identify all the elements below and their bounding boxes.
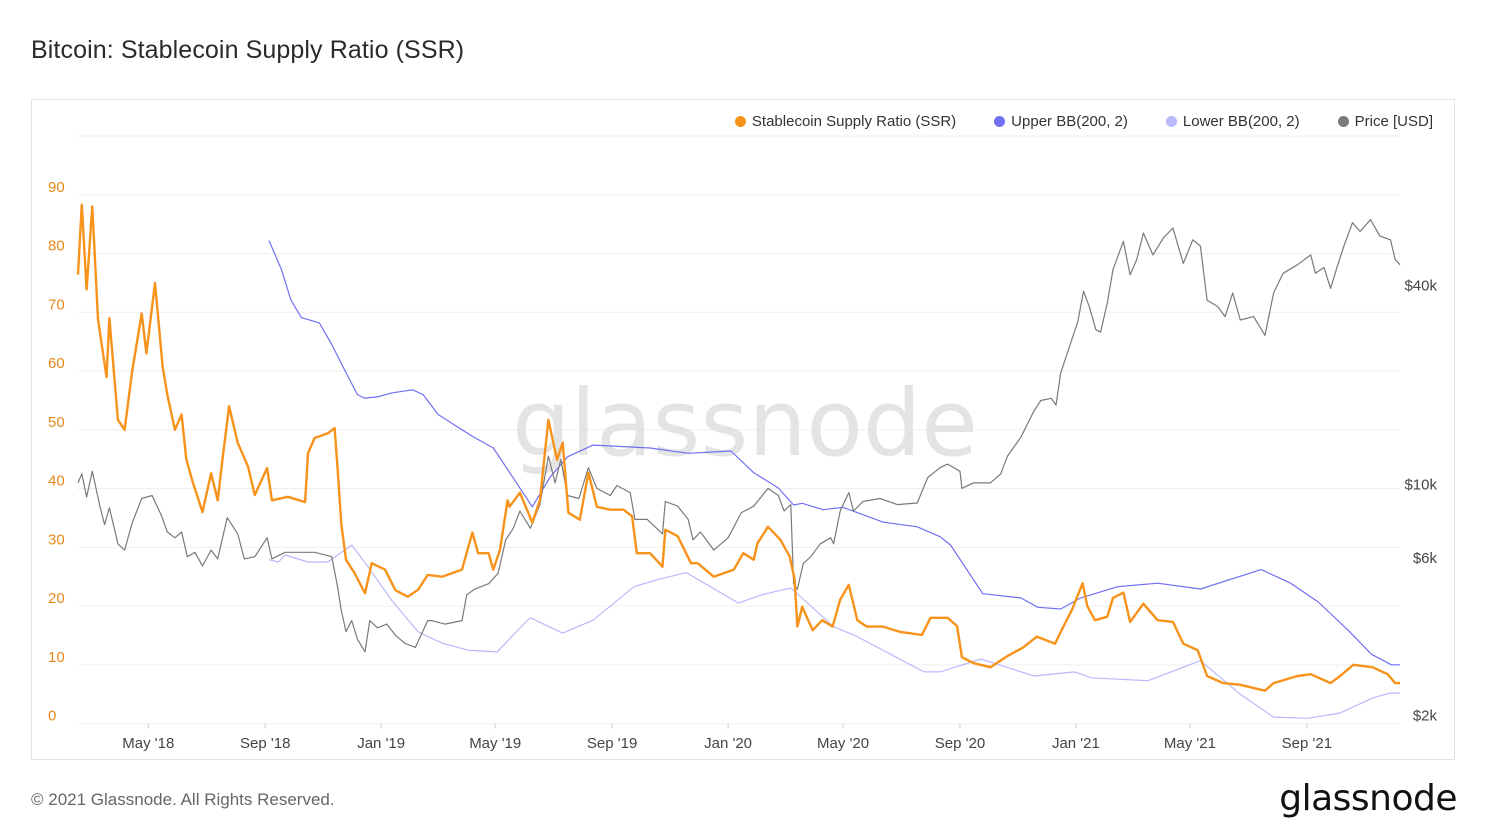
legend-label: Price [USD] — [1354, 113, 1433, 130]
y-tick-label: 70 — [48, 296, 65, 313]
legend-dot-icon — [1165, 116, 1177, 127]
x-tick-label: Sep '21 — [1282, 735, 1332, 752]
y-tick-label: 20 — [48, 590, 65, 607]
y-tick-label: 10 — [48, 649, 65, 666]
series-line-price-usd — [77, 219, 1401, 653]
series-line-lower-bb-200-2 — [268, 544, 1400, 719]
y-tick-label: 50 — [48, 414, 65, 431]
x-tick-label: Sep '20 — [935, 735, 985, 752]
legend-dot-icon — [734, 116, 746, 127]
y-tick-label: 60 — [48, 355, 65, 372]
y-tick-label: 30 — [48, 531, 65, 548]
legend-label: Lower BB(200, 2) — [1182, 113, 1300, 130]
x-tick-label: Jan '20 — [704, 735, 752, 752]
x-axis-ticks: May '18 Sep '18 Jan '19 May '19 Sep '19 Jan '… — [122, 723, 1332, 752]
x-tick-label: Sep '19 — [587, 735, 637, 752]
right-tick-label: $2k — [1413, 708, 1438, 725]
legend-label: Stablecoin Supply Ratio (SSR) — [751, 113, 957, 130]
right-axis-ticks: $2k $6k $10k $40k — [1404, 278, 1437, 725]
y-tick-label: 0 — [48, 708, 56, 725]
x-tick-label: Jan '19 — [357, 735, 405, 752]
x-tick-label: May '19 — [469, 735, 521, 752]
right-tick-label: $40k — [1404, 278, 1437, 295]
left-axis-ticks: 0 10 20 30 40 50 60 70 80 90 — [48, 179, 65, 725]
watermark: glassnode — [512, 370, 978, 477]
legend-item-upper-bb[interactable]: Upper BB(200, 2) — [994, 113, 1128, 130]
y-tick-label: 90 — [48, 179, 65, 196]
right-tick-label: $10k — [1404, 477, 1437, 494]
x-tick-label: May '21 — [1164, 735, 1216, 752]
legend-item-ssr[interactable]: Stablecoin Supply Ratio (SSR) — [734, 113, 957, 130]
legend-label: Upper BB(200, 2) — [1011, 113, 1128, 130]
legend-item-price[interactable]: Price [USD] — [1337, 113, 1433, 130]
page-title: Bitcoin: Stablecoin Supply Ratio (SSR) — [31, 36, 465, 64]
legend: Stablecoin Supply Ratio (SSR) Upper BB(2… — [734, 113, 1433, 130]
series-line-upper-bb-200-2 — [268, 240, 1400, 666]
y-tick-label: 80 — [48, 238, 65, 255]
gridlines — [78, 135, 1400, 725]
legend-dot-icon — [994, 116, 1006, 127]
x-tick-label: May '18 — [122, 735, 174, 752]
x-tick-label: Sep '18 — [240, 735, 290, 752]
y-tick-label: 40 — [48, 473, 65, 490]
x-tick-label: Jan '21 — [1052, 735, 1100, 752]
copyright: © 2021 Glassnode. All Rights Reserved. — [31, 790, 335, 809]
legend-dot-icon — [1337, 116, 1349, 127]
x-tick-label: May '20 — [817, 735, 869, 752]
legend-item-lower-bb[interactable]: Lower BB(200, 2) — [1165, 113, 1300, 130]
chart-frame — [31, 99, 1455, 760]
series-line-stablecoin-supply-ratio-ssr — [76, 203, 1400, 692]
series-lines — [76, 203, 1401, 719]
glassnode-logo: glassnode — [1279, 778, 1457, 819]
right-tick-label: $6k — [1413, 550, 1438, 567]
